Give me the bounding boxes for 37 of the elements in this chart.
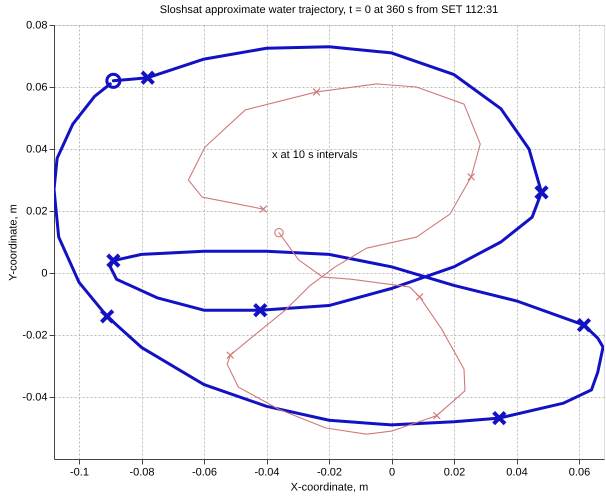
point (576, 317, 592, 333)
y-tick-label: -0.04 (22, 392, 48, 404)
y-tick-label: -0.02 (22, 330, 48, 342)
y-tick-label: 0 (41, 268, 48, 280)
point (105, 72, 122, 89)
y-tick-label: 0.06 (26, 82, 48, 94)
point (106, 252, 122, 268)
chart-title: Sloshsat approximate water trajectory, t = 0 at 360 s from SET 112:31 (160, 4, 498, 16)
point (534, 184, 550, 200)
y-tick-label: 0.04 (26, 144, 48, 156)
x-tick-label: 0.02 (444, 466, 466, 478)
x-tick-label: -0.1 (70, 466, 89, 478)
point (492, 410, 508, 426)
x-tick-label: 0 (388, 466, 396, 478)
annotation: x at 10 s intervals (272, 149, 358, 161)
line-series (188, 83, 481, 435)
point (226, 351, 234, 360)
line-series (54, 45, 604, 426)
x-axis-title: X-coordinate, m (290, 482, 368, 494)
y-tick-label: 0.08 (26, 20, 48, 32)
x-tick-label: -0.04 (254, 466, 280, 478)
point (274, 228, 284, 238)
point (416, 292, 424, 301)
x-tick-label: 0.06 (568, 466, 590, 478)
y-axis-title: Y-coordinate, m (7, 204, 20, 281)
y-tick-label: 0.02 (26, 206, 48, 218)
point (312, 88, 320, 96)
x-tick-label: -0.06 (192, 466, 218, 478)
point (432, 412, 441, 420)
point (99, 308, 115, 324)
point (259, 205, 268, 214)
point (140, 70, 156, 86)
x-tick-label: -0.02 (316, 466, 342, 478)
point (467, 172, 476, 181)
x-tick-label: -0.08 (129, 466, 155, 478)
point (252, 302, 268, 318)
x-tick-label: 0.04 (506, 466, 528, 478)
